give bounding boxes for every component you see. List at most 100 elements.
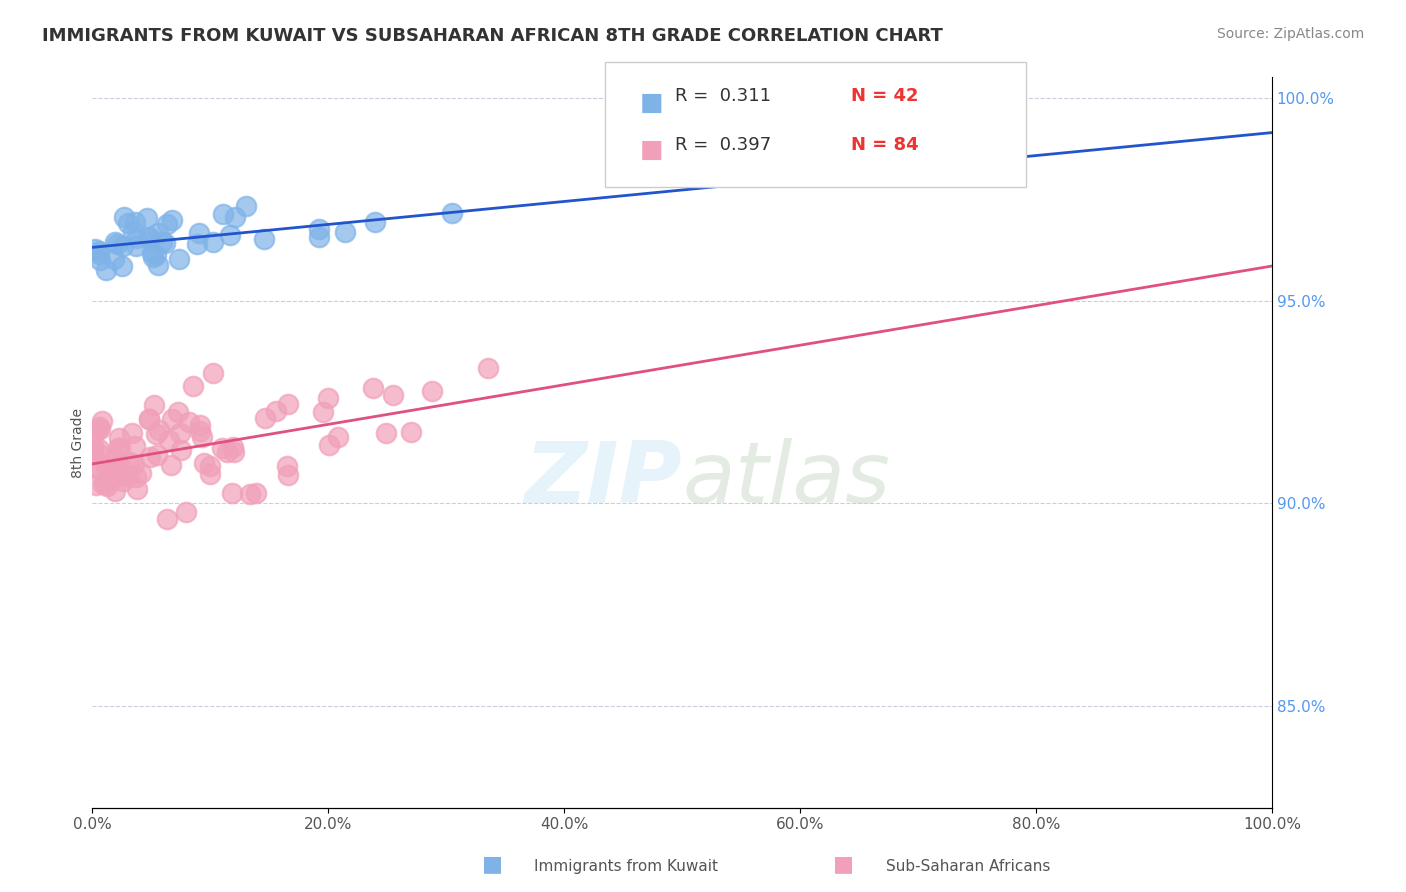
Point bbox=[221, 486, 243, 500]
Point bbox=[217, 445, 239, 459]
Text: Sub-Saharan Africans: Sub-Saharan Africans bbox=[886, 859, 1050, 874]
Point bbox=[105, 450, 128, 465]
Point bbox=[167, 252, 190, 267]
Point bbox=[125, 470, 148, 484]
Point bbox=[253, 232, 276, 246]
Point bbox=[87, 462, 110, 476]
Point bbox=[96, 479, 118, 493]
Y-axis label: 8th Grade: 8th Grade bbox=[72, 408, 86, 477]
Point bbox=[333, 226, 356, 240]
Point bbox=[96, 458, 118, 473]
Text: N = 42: N = 42 bbox=[851, 87, 918, 105]
Point bbox=[142, 398, 165, 412]
Point bbox=[107, 458, 129, 473]
Point bbox=[211, 441, 233, 455]
Point bbox=[159, 458, 181, 472]
Point bbox=[124, 439, 146, 453]
Point bbox=[125, 239, 148, 253]
Point bbox=[224, 444, 246, 458]
Point bbox=[139, 450, 162, 464]
Point bbox=[138, 411, 160, 425]
Point bbox=[84, 478, 107, 492]
Point bbox=[107, 431, 129, 445]
Point bbox=[146, 448, 169, 462]
Point bbox=[112, 210, 135, 224]
Point bbox=[127, 482, 149, 496]
Text: Immigrants from Kuwait: Immigrants from Kuwait bbox=[534, 859, 718, 874]
Text: ■: ■ bbox=[640, 91, 664, 115]
Point bbox=[89, 419, 111, 434]
Point bbox=[103, 252, 125, 267]
Point bbox=[122, 226, 145, 240]
Point bbox=[198, 467, 221, 482]
Point bbox=[188, 418, 211, 433]
Point bbox=[174, 504, 197, 518]
Point bbox=[169, 426, 191, 441]
Text: IMMIGRANTS FROM KUWAIT VS SUBSAHARAN AFRICAN 8TH GRADE CORRELATION CHART: IMMIGRANTS FROM KUWAIT VS SUBSAHARAN AFR… bbox=[42, 27, 943, 45]
Point bbox=[146, 258, 169, 272]
Point bbox=[375, 425, 398, 440]
Point bbox=[84, 425, 107, 439]
Text: N = 84: N = 84 bbox=[851, 136, 918, 153]
Point bbox=[202, 235, 225, 250]
Point bbox=[108, 468, 131, 483]
Point bbox=[166, 405, 188, 419]
Point bbox=[91, 477, 114, 491]
Text: ZIP: ZIP bbox=[524, 438, 682, 521]
Point bbox=[157, 434, 180, 448]
Point bbox=[145, 426, 167, 441]
Text: R =  0.397: R = 0.397 bbox=[675, 136, 770, 153]
Point bbox=[82, 443, 104, 458]
Point bbox=[361, 381, 384, 395]
Point bbox=[364, 215, 387, 229]
Point bbox=[170, 442, 193, 457]
Point bbox=[94, 475, 117, 489]
Point bbox=[316, 391, 339, 405]
Point bbox=[201, 366, 224, 380]
Point bbox=[111, 239, 134, 253]
Text: R =  0.311: R = 0.311 bbox=[675, 87, 770, 105]
Point bbox=[239, 487, 262, 501]
Point bbox=[382, 388, 405, 402]
Point bbox=[142, 250, 165, 264]
Point bbox=[117, 468, 139, 483]
Point bbox=[264, 404, 287, 418]
Point bbox=[253, 410, 276, 425]
Text: atlas: atlas bbox=[682, 438, 890, 521]
Point bbox=[108, 466, 131, 480]
Point bbox=[107, 467, 129, 481]
Point bbox=[277, 397, 299, 411]
Point bbox=[318, 438, 340, 452]
Point bbox=[111, 474, 134, 488]
Point bbox=[138, 411, 160, 425]
Point bbox=[222, 440, 245, 454]
Point bbox=[150, 235, 173, 249]
Point bbox=[156, 217, 179, 231]
Point bbox=[399, 425, 422, 440]
Point bbox=[124, 215, 146, 229]
Point bbox=[312, 404, 335, 418]
Point bbox=[186, 237, 208, 252]
Point bbox=[94, 475, 117, 490]
Point bbox=[108, 442, 131, 456]
Point bbox=[156, 511, 179, 525]
Point bbox=[308, 230, 330, 244]
Point bbox=[97, 463, 120, 477]
Point bbox=[89, 422, 111, 436]
Point bbox=[82, 438, 104, 452]
Point bbox=[83, 242, 105, 256]
Point bbox=[420, 384, 443, 398]
Point bbox=[245, 485, 267, 500]
Point bbox=[148, 424, 170, 438]
Point bbox=[477, 361, 499, 376]
Point bbox=[122, 457, 145, 471]
Point bbox=[104, 483, 127, 498]
Point bbox=[114, 469, 136, 483]
Point bbox=[326, 429, 349, 443]
Point bbox=[277, 468, 299, 483]
Point bbox=[107, 441, 129, 455]
Point bbox=[87, 244, 110, 259]
Point bbox=[127, 231, 149, 245]
Point bbox=[89, 247, 111, 261]
Text: Source: ZipAtlas.com: Source: ZipAtlas.com bbox=[1216, 27, 1364, 41]
